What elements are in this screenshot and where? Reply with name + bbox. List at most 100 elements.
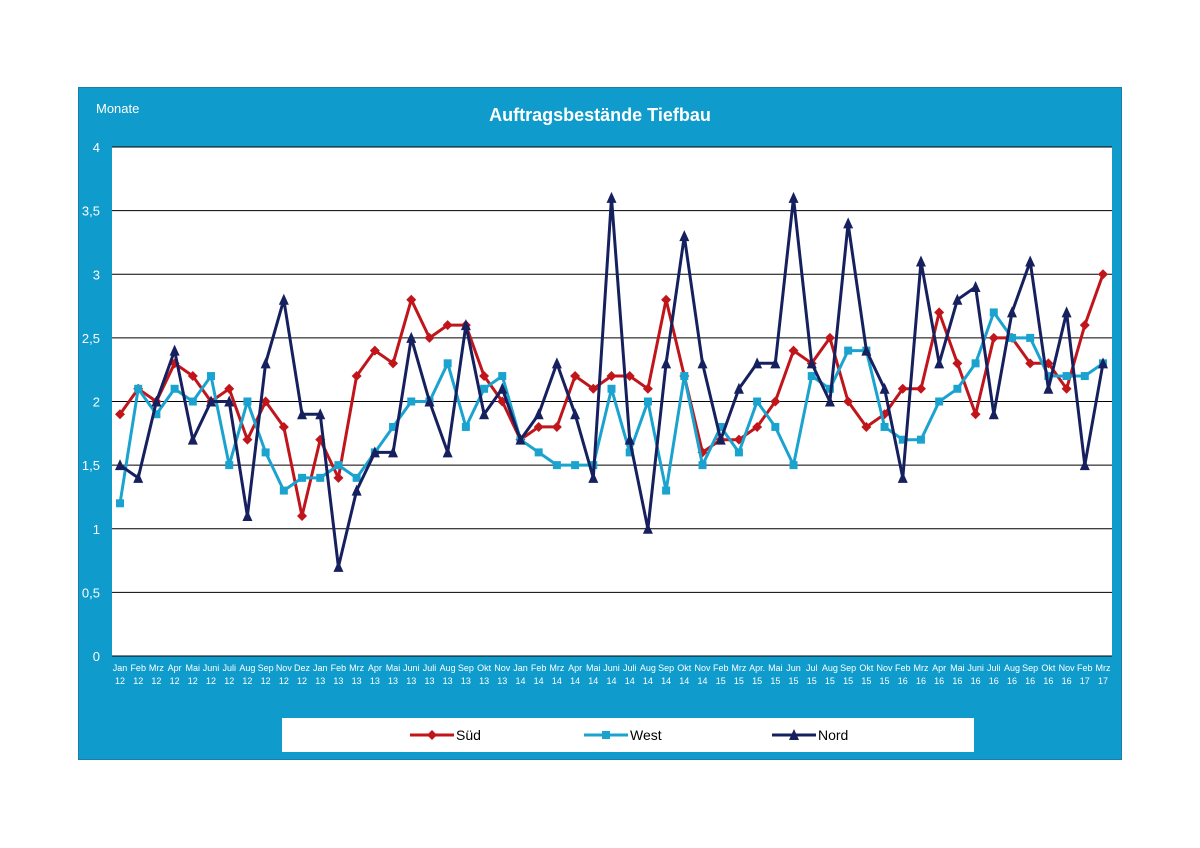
data-point-süd (824, 332, 835, 343)
data-point-nord (515, 433, 526, 445)
x-tick-label-month: Juli (623, 663, 637, 673)
x-tick-label-month: Aug (1004, 663, 1020, 673)
data-point-nord (406, 331, 417, 343)
data-point-süd (224, 383, 235, 394)
x-tick-label-month: Apr. (749, 663, 765, 673)
x-tick-label-month: Nov (276, 663, 293, 673)
data-point-süd (260, 396, 271, 407)
x-tick-label-year: 16 (971, 676, 981, 686)
data-point-west (571, 461, 580, 470)
x-tick-label-year: 14 (570, 676, 580, 686)
x-tick-label-year: 12 (151, 676, 161, 686)
y-axis-unit-label: Monate (96, 101, 140, 116)
x-tick-label-month: Apr (368, 663, 382, 673)
x-tick-label-month: Okt (1041, 663, 1056, 673)
x-tick-label-year: 14 (679, 676, 689, 686)
data-point-nord (570, 408, 581, 420)
data-point-nord (169, 344, 180, 356)
x-tick-label-year: 15 (843, 676, 853, 686)
x-tick-label-month: Okt (477, 663, 492, 673)
data-point-süd (242, 434, 253, 445)
x-tick-label-year: 12 (279, 676, 289, 686)
x-tick-label-month: Jan (313, 663, 328, 673)
x-tick-label-year: 16 (1025, 676, 1035, 686)
x-tick-label-year: 16 (898, 676, 908, 686)
x-tick-label-month: Mai (186, 663, 201, 673)
data-point-süd (351, 371, 362, 382)
x-tick-label-year: 13 (352, 676, 362, 686)
x-tick-label-month: Aug (440, 663, 456, 673)
data-point-west (1062, 372, 1071, 381)
data-point-süd (442, 320, 453, 331)
x-tick-label-month: Feb (1077, 663, 1093, 673)
x-tick-label-year: 14 (698, 676, 708, 686)
data-point-west (1026, 333, 1035, 342)
data-point-west (389, 422, 398, 431)
legend-label-west: West (630, 727, 662, 743)
data-point-nord (1098, 357, 1108, 369)
data-point-west (534, 448, 543, 457)
data-point-nord (315, 408, 326, 420)
data-point-nord (824, 395, 835, 407)
x-tick-label-month: Juli (987, 663, 1001, 673)
data-point-süd (297, 511, 308, 522)
x-tick-label-month: Mai (586, 663, 601, 673)
x-tick-label-year: 12 (133, 676, 143, 686)
data-point-nord (1079, 459, 1090, 471)
data-point-nord (1025, 255, 1036, 267)
y-tick-label: 3 (93, 267, 100, 282)
legend-item-nord: Nord (772, 726, 848, 744)
data-point-west (552, 461, 561, 470)
data-point-süd (915, 383, 926, 394)
y-tick-label: 4 (93, 140, 100, 155)
data-point-west (771, 422, 780, 431)
data-point-süd (988, 332, 999, 343)
x-tick-label-year: 16 (1043, 676, 1053, 686)
data-point-west (316, 473, 325, 482)
x-tick-label-month: Feb (895, 663, 911, 673)
data-point-süd (770, 396, 781, 407)
x-tick-label-year: 13 (424, 676, 434, 686)
x-tick-label-month: Mai (950, 663, 965, 673)
data-point-nord (242, 510, 253, 522)
data-point-nord (1006, 306, 1017, 318)
data-point-nord (879, 382, 890, 394)
data-point-nord (752, 357, 763, 369)
data-point-nord (479, 408, 490, 420)
x-tick-label-month: Mrz (913, 663, 928, 673)
data-point-süd (424, 332, 435, 343)
data-point-nord (697, 357, 708, 369)
data-point-süd (1061, 383, 1072, 394)
x-tick-label-month: Aug (239, 663, 255, 673)
x-tick-label-month: Jan (513, 663, 528, 673)
data-point-west (498, 372, 507, 381)
x-tick-label-year: 14 (515, 676, 525, 686)
data-point-süd (861, 421, 872, 432)
data-point-nord (934, 357, 945, 369)
data-point-nord (715, 433, 726, 445)
x-tick-label-month: Feb (531, 663, 547, 673)
data-point-west (461, 422, 470, 431)
x-tick-label-year: 15 (734, 676, 744, 686)
data-point-nord (970, 280, 981, 292)
x-tick-label-month: Juni (603, 663, 620, 673)
data-point-süd (333, 472, 344, 483)
x-tick-label-year: 16 (952, 676, 962, 686)
chart-legend: Süd West Nord (282, 718, 974, 752)
y-tick-label: 2 (93, 395, 100, 410)
y-tick-label: 1 (93, 522, 100, 537)
data-point-nord (424, 395, 435, 407)
data-point-nord (551, 357, 562, 369)
data-point-west (698, 461, 707, 470)
data-point-süd (843, 396, 854, 407)
x-tick-label-year: 13 (388, 676, 398, 686)
x-tick-label-year: 15 (770, 676, 780, 686)
data-point-süd (551, 421, 562, 432)
y-tick-label: 2,5 (82, 331, 100, 346)
x-tick-label-year: 13 (461, 676, 471, 686)
data-point-süd (788, 345, 799, 356)
x-tick-label-month: Mai (386, 663, 401, 673)
data-point-west (662, 486, 671, 495)
data-point-west (207, 372, 216, 381)
